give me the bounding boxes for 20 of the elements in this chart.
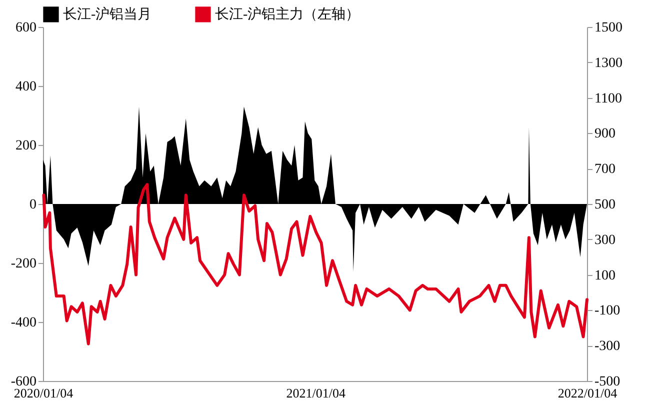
y2-tick-label: 100 [594,268,616,284]
y-tick-label: -400 [10,316,36,330]
legend-label: 长江-沪铝当月 [63,6,152,22]
y-tick-label: 400 [16,80,36,94]
y-tick-label: 200 [16,138,36,154]
y2-tick-label: 1100 [594,91,622,106]
line-series [42,183,588,346]
y2-tick-label: 1500 [594,20,622,36]
y2-tick-label: 1300 [594,56,622,71]
y2-tick-label: 900 [594,126,616,142]
y2-tick-label: 700 [594,162,616,178]
y2-tick-label: 500 [594,198,616,212]
y2-tick-label: -100 [594,304,620,319]
y2-tick-label: -300 [594,339,620,354]
y-tick-label: 600 [16,20,36,36]
x-tick-label: 2021/01/04 [286,386,346,400]
y2-tick-label: 300 [594,232,616,248]
y-tick-label: 0 [30,198,36,212]
y-tick-label: -200 [10,256,36,272]
legend-label: 长江-沪铝主力（左轴） [215,6,360,22]
